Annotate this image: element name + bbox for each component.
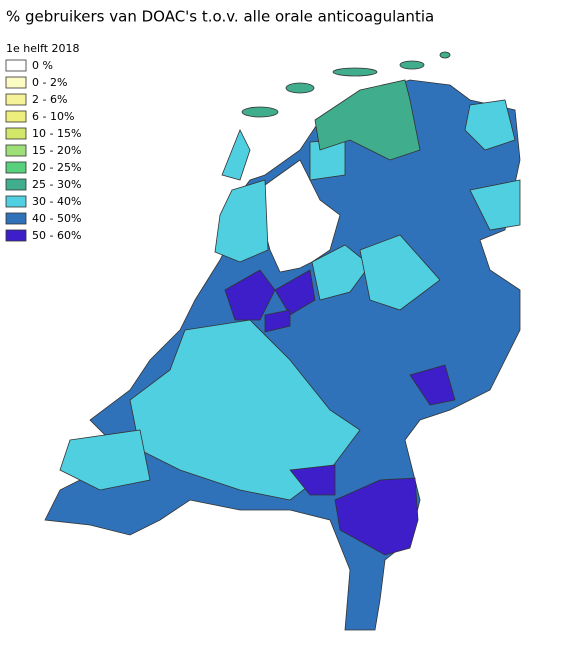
legend-swatch bbox=[5, 229, 27, 242]
region bbox=[214, 179, 269, 263]
legend-swatch bbox=[5, 59, 27, 72]
regions bbox=[44, 51, 521, 631]
legend-swatch bbox=[5, 212, 27, 225]
legend: 0 % 0 - 2% 2 - 6% 6 - 10% 10 - 15% 15 - 20% 20… bbox=[5, 59, 81, 242]
region bbox=[274, 269, 316, 316]
legend-label: 40 - 50% bbox=[32, 212, 81, 225]
legend-swatch bbox=[5, 110, 27, 123]
region bbox=[334, 477, 419, 556]
region bbox=[311, 244, 371, 301]
region bbox=[359, 234, 441, 311]
legend-label: 20 - 25% bbox=[32, 161, 81, 174]
region bbox=[241, 106, 279, 118]
legend-swatch bbox=[5, 127, 27, 140]
legend-swatch bbox=[5, 161, 27, 174]
legend-label: 2 - 6% bbox=[32, 93, 67, 106]
region bbox=[285, 82, 315, 94]
legend-label: 25 - 30% bbox=[32, 178, 81, 191]
region bbox=[129, 319, 361, 501]
region bbox=[289, 464, 336, 496]
region bbox=[409, 364, 456, 406]
legend-label: 6 - 10% bbox=[32, 110, 74, 123]
legend-label: 30 - 40% bbox=[32, 195, 81, 208]
legend-label: 15 - 20% bbox=[32, 144, 81, 157]
legend-swatch bbox=[5, 144, 27, 157]
region bbox=[469, 179, 521, 231]
region bbox=[59, 429, 151, 491]
region bbox=[224, 269, 276, 321]
region bbox=[464, 99, 516, 151]
legend-label: 0 - 2% bbox=[32, 76, 67, 89]
region bbox=[332, 67, 378, 77]
region bbox=[439, 51, 451, 59]
region bbox=[314, 79, 421, 161]
legend-swatch bbox=[5, 195, 27, 208]
map-title: % gebruikers van DOAC's t.o.v. alle oral… bbox=[6, 8, 434, 26]
legend-swatch bbox=[5, 93, 27, 106]
legend-swatch bbox=[5, 178, 27, 191]
region bbox=[221, 129, 251, 181]
legend-label: 10 - 15% bbox=[32, 127, 81, 140]
legend-title: 1e helft 2018 bbox=[6, 42, 80, 55]
legend-label: 0 % bbox=[32, 59, 53, 72]
legend-swatch bbox=[5, 76, 27, 89]
legend-label: 50 - 60% bbox=[32, 229, 81, 242]
region bbox=[264, 309, 291, 333]
region bbox=[399, 60, 425, 70]
